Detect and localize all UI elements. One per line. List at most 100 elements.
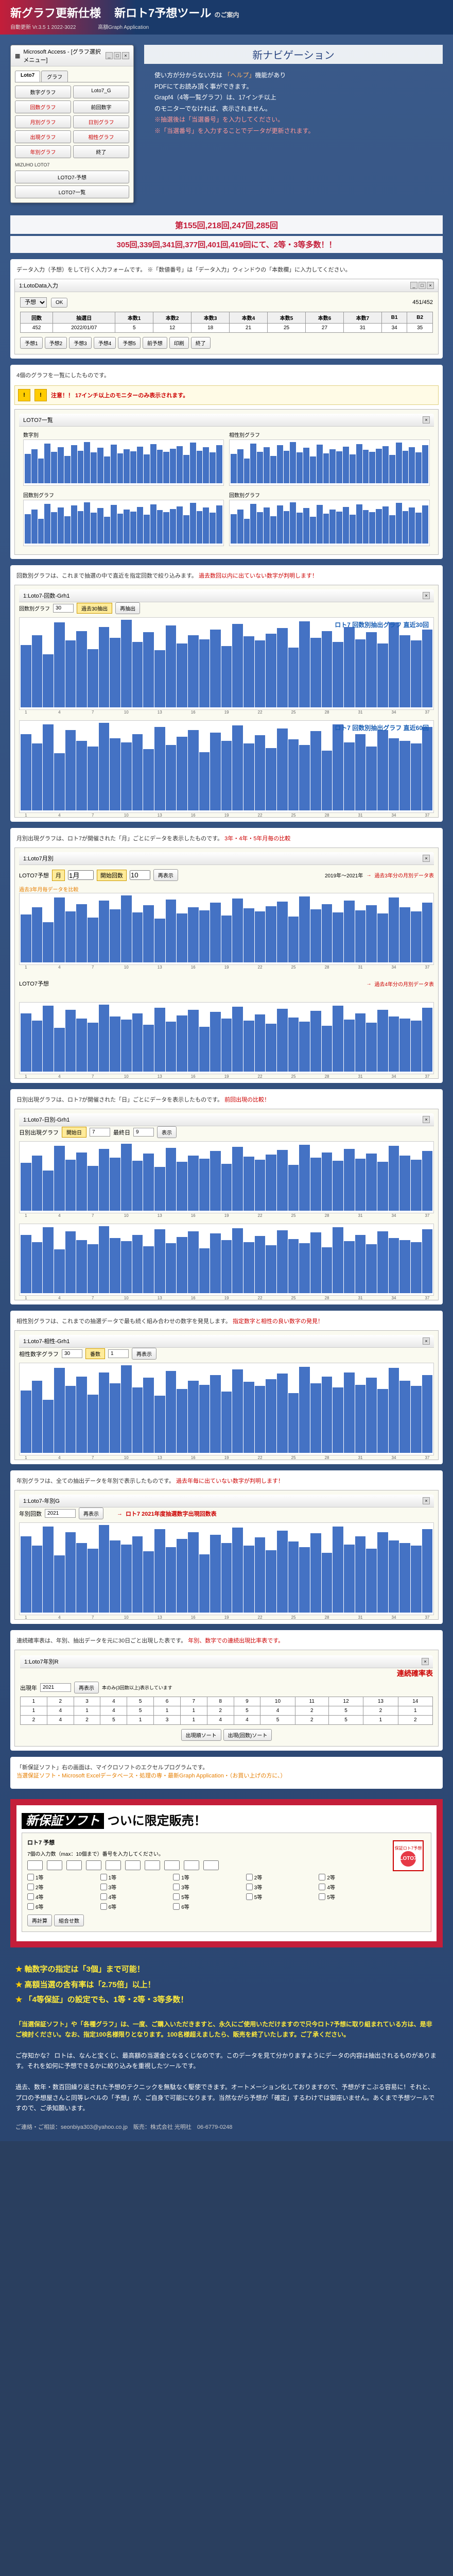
guarantee-checkbox[interactable] xyxy=(319,1874,325,1880)
close-icon[interactable]: × xyxy=(423,1337,430,1345)
menu-button[interactable]: 相性グラフ xyxy=(73,130,129,143)
guarantee-checkbox[interactable] xyxy=(27,1874,34,1880)
panel6-input1[interactable] xyxy=(62,1349,82,1358)
close-icon[interactable]: × xyxy=(423,416,430,423)
panel1-button[interactable]: 予想2 xyxy=(45,337,67,349)
panel3-input1[interactable] xyxy=(53,604,74,613)
panel1-button[interactable]: 予想4 xyxy=(94,337,116,349)
chart-bar xyxy=(297,513,303,544)
panel1-button[interactable]: 予想3 xyxy=(69,337,92,349)
chart-bar xyxy=(166,625,177,707)
guarantee-checkbox[interactable] xyxy=(173,1884,180,1890)
panel5-input2[interactable] xyxy=(133,1128,154,1137)
menu-loto7-list[interactable]: LOTO7一覧 xyxy=(15,185,129,198)
panel8-btn3[interactable]: 出現順ソート xyxy=(181,1729,221,1741)
menu-button[interactable]: 前回数字 xyxy=(73,100,129,113)
panel1-ok-button[interactable]: OK xyxy=(51,298,67,308)
guarantee-number-input[interactable] xyxy=(86,1860,101,1870)
guarantee-checkbox[interactable] xyxy=(246,1874,253,1880)
guarantee-number-input[interactable] xyxy=(106,1860,121,1870)
guarantee-checkbox[interactable] xyxy=(27,1903,34,1910)
close-icon[interactable]: × xyxy=(423,592,430,599)
guarantee-btn-calc[interactable]: 再計算 xyxy=(27,1914,52,1926)
panel5-input1[interactable] xyxy=(90,1128,110,1137)
table-cell: 21 xyxy=(230,324,268,333)
guarantee-number-input[interactable] xyxy=(145,1860,160,1870)
close-icon[interactable]: × xyxy=(423,1497,430,1504)
checkbox-label: 2等 xyxy=(254,1873,263,1881)
chart-bar xyxy=(190,443,196,483)
guarantee-number-input[interactable] xyxy=(125,1860,141,1870)
panel3-btn[interactable]: 過去30抽出 xyxy=(77,603,112,614)
panel4-btn[interactable]: 再表示 xyxy=(153,869,178,881)
menu-button[interactable]: 月別グラフ xyxy=(15,115,71,128)
close-icon[interactable]: × xyxy=(423,855,430,862)
guarantee-number-input[interactable] xyxy=(184,1860,199,1870)
chart-bar: 28 xyxy=(322,631,333,707)
chart-bar xyxy=(399,907,410,962)
panel1-button[interactable]: 終了 xyxy=(191,337,211,349)
highlight-rounds-1: 第155回,218回,247回,285回 xyxy=(10,215,443,234)
chart-bar xyxy=(216,505,222,544)
maximize-icon[interactable]: □ xyxy=(114,52,121,59)
panel1-button[interactable]: 前予想 xyxy=(143,337,167,349)
menu-button[interactable]: 終了 xyxy=(73,145,129,158)
menu-button[interactable]: Loto7_G xyxy=(73,86,129,98)
panel8-btn4[interactable]: 出現(回数)ソート xyxy=(223,1729,272,1741)
close-icon[interactable]: × xyxy=(122,52,129,59)
tab-loto7[interactable]: Loto7 xyxy=(15,71,40,82)
menu-button[interactable]: 日別グラフ xyxy=(73,115,129,128)
guarantee-checkbox[interactable] xyxy=(100,1884,107,1890)
header-title-red: 新グラフ更新仕様 xyxy=(10,7,101,20)
panel6-btn2[interactable]: 再表示 xyxy=(132,1348,156,1360)
guarantee-number-input[interactable] xyxy=(164,1860,180,1870)
guarantee-checkbox[interactable] xyxy=(27,1884,34,1890)
tab-graph[interactable]: グラフ xyxy=(41,71,68,82)
panel6-input2[interactable] xyxy=(108,1349,129,1358)
panel7-input[interactable] xyxy=(45,1509,76,1518)
menu-loto7-yoso[interactable]: LOTO7-予想 xyxy=(15,171,129,183)
chart-bar xyxy=(143,1551,154,1613)
guarantee-checkbox[interactable] xyxy=(100,1893,107,1900)
guarantee-checkbox[interactable] xyxy=(100,1874,107,1880)
guarantee-checkbox[interactable] xyxy=(173,1893,180,1900)
chart-bar xyxy=(110,1383,120,1453)
menu-button[interactable]: 出現グラフ xyxy=(15,130,71,143)
close-icon[interactable]: × xyxy=(427,282,434,289)
guarantee-checkbox[interactable] xyxy=(246,1893,253,1900)
guarantee-number-input[interactable] xyxy=(27,1860,43,1870)
minimize-icon[interactable]: _ xyxy=(106,52,113,59)
menu-button[interactable]: 回数グラフ xyxy=(15,100,71,113)
panel8-input[interactable] xyxy=(40,1683,71,1692)
guarantee-checkbox[interactable] xyxy=(173,1874,180,1880)
panel1-button[interactable]: 予想1 xyxy=(20,337,43,349)
panel4-input2[interactable] xyxy=(130,870,150,880)
menu-button[interactable]: 数字グラフ xyxy=(15,86,71,98)
panel3-btn2[interactable]: 再抽出 xyxy=(115,602,140,614)
panel5-btn[interactable]: 表示 xyxy=(157,1126,177,1138)
guarantee-checkbox[interactable] xyxy=(246,1884,253,1890)
panel1-button[interactable]: 印刷 xyxy=(169,337,189,349)
guarantee-btn-combo[interactable]: 組合せ数 xyxy=(54,1914,84,1926)
panel4-month-input[interactable] xyxy=(68,870,94,880)
minimize-icon[interactable]: _ xyxy=(410,282,417,289)
chart-bar xyxy=(310,731,321,810)
guarantee-checkbox[interactable] xyxy=(27,1893,34,1900)
close-icon[interactable]: × xyxy=(423,1116,430,1123)
panel1-dropdown[interactable]: 予想 xyxy=(20,297,47,308)
panel7-btn[interactable]: 再表示 xyxy=(79,1507,103,1519)
guarantee-number-input[interactable] xyxy=(203,1860,219,1870)
panel8-btn1[interactable]: 再表示 xyxy=(74,1682,99,1693)
close-icon[interactable]: × xyxy=(422,1658,429,1665)
menu-button[interactable]: 年別グラフ xyxy=(15,145,71,158)
maximize-icon[interactable]: □ xyxy=(419,282,426,289)
chart-bar xyxy=(366,905,377,962)
guarantee-checkbox[interactable] xyxy=(100,1903,107,1910)
panel1-button[interactable]: 予想5 xyxy=(118,337,141,349)
chart-bar: 25 xyxy=(288,1239,299,1293)
guarantee-checkbox[interactable] xyxy=(173,1903,180,1910)
guarantee-number-input[interactable] xyxy=(66,1860,82,1870)
guarantee-checkbox[interactable] xyxy=(319,1884,325,1890)
guarantee-checkbox[interactable] xyxy=(319,1893,325,1900)
guarantee-number-input[interactable] xyxy=(47,1860,62,1870)
